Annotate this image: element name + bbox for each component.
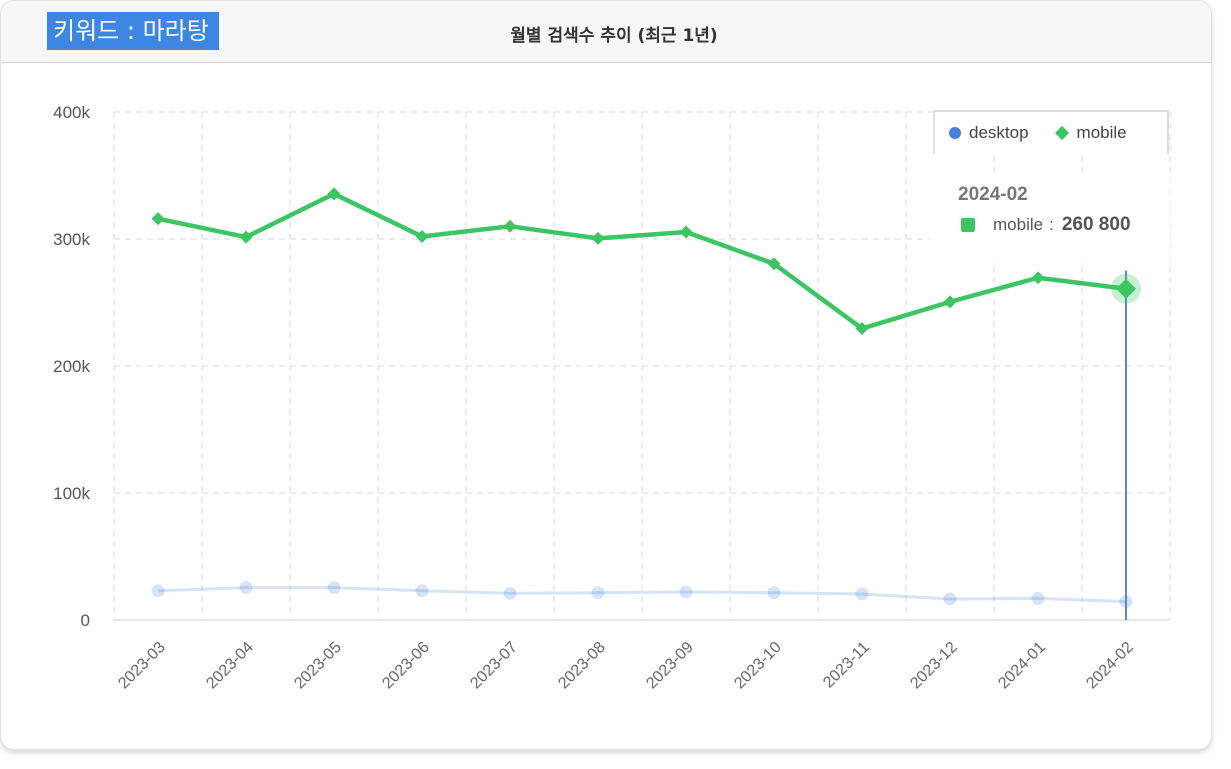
point-mobile-2024-02 — [1116, 278, 1136, 299]
y-tick-label-0: 0 — [81, 611, 90, 630]
tooltip-date: 2024-02 — [958, 184, 1028, 205]
point-mobile-2023-07 — [503, 219, 517, 233]
x-tick-label-2023-12: 2023-12 — [907, 639, 961, 693]
point-desktop-2024-01 — [1031, 591, 1045, 605]
point-desktop-2023-10 — [767, 586, 781, 600]
point-desktop-2023-12 — [943, 592, 957, 606]
x-tick-label-2023-03: 2023-03 — [115, 639, 169, 693]
x-tick-label-2023-11: 2023-11 — [820, 639, 873, 692]
tooltip-row: mobile : 260 800 — [961, 214, 1131, 236]
series-line-mobile — [157, 191, 1127, 331]
tooltip-value: 260 800 — [1061, 214, 1131, 235]
x-tick-label-2023-10: 2023-10 — [731, 639, 785, 693]
keyword-badge: 키워드 : 마라탕 — [47, 12, 219, 50]
point-mobile-2023-11 — [855, 322, 869, 336]
x-tick-label-2023-08: 2023-08 — [555, 639, 609, 693]
point-desktop-2024-02 — [1119, 595, 1133, 609]
point-mobile-2023-03 — [151, 212, 165, 226]
point-mobile-2023-06 — [415, 229, 429, 243]
point-mobile-2024-01 — [1031, 271, 1045, 285]
legend-item-mobile[interactable]: mobile — [1054, 123, 1127, 143]
y-tick-label-1: 100k — [53, 484, 90, 503]
point-desktop-2023-06 — [415, 584, 429, 598]
x-tick-label-2023-06: 2023-06 — [379, 639, 433, 693]
point-desktop-2023-07 — [503, 586, 517, 600]
point-mobile-2023-10 — [767, 257, 781, 271]
point-mobile-2023-08 — [591, 231, 605, 245]
tooltip-series-name: mobile — [993, 215, 1044, 234]
point-desktop-2023-11 — [855, 587, 869, 601]
point-desktop-2023-09 — [679, 585, 693, 599]
tooltip-separator: : — [1049, 215, 1054, 234]
y-tick-label-4: 400k — [53, 103, 90, 122]
chart-header: 키워드 : 마라탕 월별 검색수 추이 (최근 1년) — [1, 1, 1211, 63]
point-mobile-2023-12 — [943, 295, 957, 309]
chart-tooltip: 2024-02 mobile : 260 800 — [930, 178, 1170, 260]
x-tick-label-2023-09: 2023-09 — [643, 639, 697, 693]
chart-title: 월별 검색수 추이 (최근 1년) — [510, 26, 718, 46]
x-tick-label-2023-07: 2023-07 — [467, 639, 521, 693]
point-mobile-2023-05 — [327, 187, 341, 201]
x-tick-label-2024-02: 2024-02 — [1083, 639, 1137, 693]
diamond-marker-icon — [1054, 125, 1069, 141]
point-desktop-2023-03 — [151, 584, 165, 598]
point-desktop-2023-04 — [239, 581, 253, 595]
x-tick-label-2023-04: 2023-04 — [203, 639, 257, 693]
circle-marker-icon — [949, 127, 961, 139]
legend-label-desktop: desktop — [969, 123, 1029, 142]
chart-legend: desktop mobile — [933, 110, 1169, 154]
x-tick-label-2023-05: 2023-05 — [291, 639, 345, 693]
point-mobile-2023-09 — [679, 225, 693, 239]
x-tick-label-2024-01: 2024-01 — [995, 639, 1049, 693]
legend-item-desktop[interactable]: desktop — [949, 123, 1029, 143]
y-tick-label-3: 300k — [53, 230, 90, 249]
y-tick-label-2: 200k — [53, 357, 90, 376]
legend-label-mobile: mobile — [1076, 123, 1127, 142]
point-desktop-2023-05 — [327, 581, 341, 595]
point-mobile-2023-04 — [239, 230, 253, 244]
series-line-desktop — [157, 586, 1127, 604]
point-desktop-2023-08 — [591, 586, 605, 600]
square-swatch-icon — [961, 218, 975, 232]
